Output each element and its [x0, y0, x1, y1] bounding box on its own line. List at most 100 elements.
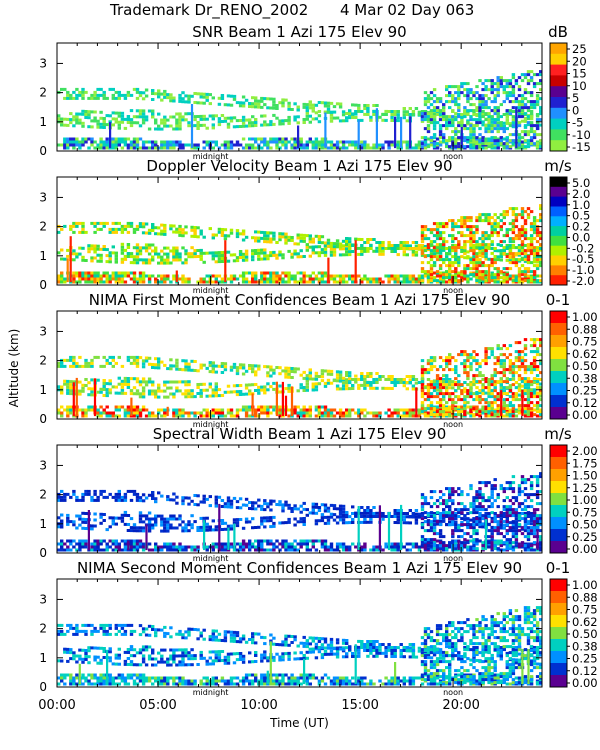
data-cell — [393, 408, 397, 412]
data-cell — [111, 137, 115, 141]
data-cell — [114, 414, 118, 418]
data-cell — [432, 276, 437, 280]
data-cell — [481, 255, 485, 259]
data-cell — [478, 219, 482, 223]
data-cell — [420, 252, 425, 256]
data-cell — [175, 230, 179, 234]
data-cell — [254, 280, 258, 284]
data-cell — [414, 381, 419, 385]
data-cell — [523, 270, 528, 274]
data-cell — [332, 105, 337, 109]
data-cell — [438, 222, 443, 226]
data-cell — [532, 391, 537, 395]
data-cell — [117, 140, 121, 144]
data-cell — [435, 121, 440, 125]
data-cell — [526, 380, 531, 384]
data-cell — [366, 104, 370, 107]
data-cell — [390, 381, 394, 384]
data-cell — [432, 249, 437, 253]
data-cell — [511, 383, 516, 387]
data-cell — [190, 389, 194, 393]
data-cell — [451, 261, 455, 265]
data-cell — [105, 248, 109, 252]
data-cell — [496, 94, 500, 98]
data-cell — [535, 103, 540, 107]
data-cell — [432, 381, 437, 384]
data-cell — [478, 408, 482, 412]
colorbar-segment — [550, 216, 567, 227]
data-cell — [296, 115, 300, 119]
data-cell — [387, 244, 391, 247]
data-cell — [120, 271, 125, 275]
data-cell — [526, 377, 531, 381]
data-cell — [302, 255, 306, 258]
data-cell — [396, 110, 400, 113]
data-cell — [254, 105, 258, 109]
data-cell — [320, 414, 325, 418]
data-cell — [432, 365, 437, 369]
data-cell — [293, 137, 297, 141]
data-cell — [144, 140, 149, 144]
data-cell — [287, 389, 291, 393]
data-cell — [320, 235, 325, 239]
data-cell — [460, 225, 464, 229]
data-cell — [151, 226, 155, 229]
y-tick-label: 1 — [39, 383, 47, 397]
data-cell — [348, 112, 352, 116]
data-cell — [399, 378, 403, 381]
data-cell — [311, 385, 315, 389]
data-cell — [496, 267, 500, 271]
data-cell — [429, 359, 434, 363]
data-cell — [223, 362, 228, 366]
data-cell — [499, 225, 503, 229]
data-cell — [529, 380, 534, 384]
data-cell — [505, 113, 509, 116]
data-cell — [72, 115, 76, 119]
data-cell — [490, 395, 494, 399]
data-cell — [396, 140, 400, 144]
data-cell — [508, 91, 513, 95]
data-cell — [154, 277, 158, 281]
data-cell — [323, 280, 328, 284]
data-cell — [126, 93, 131, 97]
data-cell — [454, 389, 458, 393]
data-cell — [502, 271, 506, 275]
data-cell — [508, 207, 513, 211]
data-cell — [117, 376, 121, 380]
data-cell — [539, 341, 543, 345]
data-cell — [102, 411, 106, 415]
data-cell — [414, 253, 419, 257]
data-cell — [317, 143, 322, 147]
data-cell — [381, 280, 385, 284]
data-cell — [160, 408, 164, 412]
data-cell — [284, 271, 288, 275]
data-cell — [81, 246, 85, 250]
data-cell — [299, 140, 303, 144]
data-cell — [487, 79, 491, 83]
data-cell — [435, 379, 440, 383]
data-cell — [460, 85, 464, 89]
data-cell — [214, 280, 218, 284]
data-cell — [484, 391, 488, 395]
data-cell — [272, 140, 276, 144]
data-cell — [405, 280, 409, 284]
data-cell — [448, 386, 452, 390]
data-cell — [163, 408, 167, 412]
data-cell — [493, 225, 497, 229]
data-cell — [266, 254, 270, 258]
data-cell — [523, 76, 528, 80]
colorbar-segment — [550, 186, 567, 198]
data-cell — [147, 280, 152, 284]
data-cell — [214, 370, 218, 374]
data-cell — [429, 97, 434, 101]
data-cell — [199, 232, 203, 236]
data-cell — [472, 247, 476, 250]
data-cell — [535, 353, 540, 357]
data-cell — [423, 247, 428, 250]
data-cell — [332, 247, 337, 251]
data-cell — [102, 146, 106, 150]
data-cell — [396, 277, 400, 281]
data-cell — [96, 119, 100, 123]
data-cell — [532, 389, 537, 393]
data-cell — [393, 274, 397, 278]
